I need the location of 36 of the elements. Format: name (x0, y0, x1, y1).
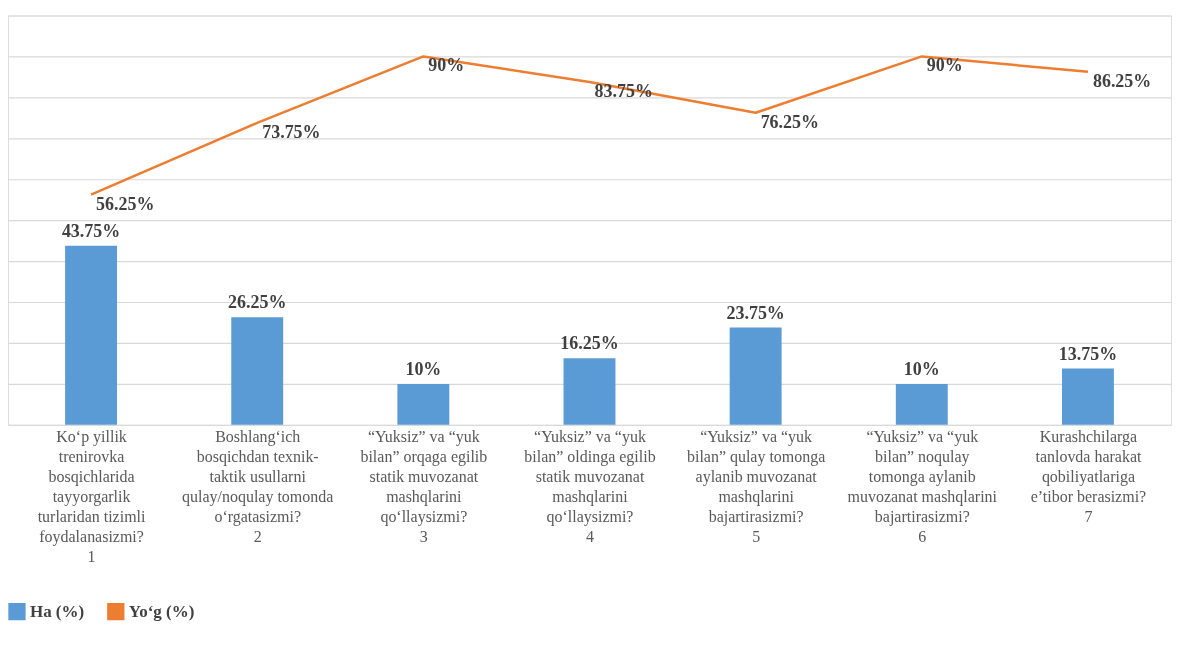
text: 6 (918, 528, 927, 546)
data-label: 43.75% (61, 220, 121, 241)
data-label: 23.75% (726, 302, 785, 323)
bar (65, 245, 118, 425)
data-label: 13.75% (1058, 343, 1118, 364)
data-label: 16.25% (560, 333, 619, 354)
data-label: 26.25% (228, 292, 287, 313)
data-label: 73.75% (262, 121, 321, 142)
bar (895, 383, 948, 425)
bar (563, 358, 616, 425)
bar (1061, 368, 1114, 425)
text: 2 (253, 528, 262, 546)
bar (397, 383, 450, 425)
x-tick-label: “Yuksiz” va “yuk bilan” noqulay tomonga aylanib muvozanat mashqlarini bajartirasizmi? (847, 428, 998, 527)
data-label: 90% (428, 55, 465, 76)
text: 7 (1084, 508, 1093, 526)
text: 4 (586, 528, 595, 546)
x-tick-label: “Yuksiz” va “yuk bilan” orqaga egilib statik muvozanat mashqlarini qo‘llaysizmi? (360, 428, 488, 527)
x-tick-label: “Yuksiz” va “yuk bilan” qulay tomonga aylanib muvozanat mashqlarini bajartirasizmi? (686, 428, 826, 527)
data-label: 76.25% (760, 111, 819, 132)
text: 3 (419, 528, 428, 546)
x-tick-label: Ko‘p yillik trenirovka bosqichlarida tayyorgarlik turlaridan tizimli foydalanasizmi? (37, 428, 146, 547)
x-tick-label: Kurashchilarga tanlovda harakat qobiliyatlariga e’tibor berasizmi? (1030, 428, 1147, 506)
data-label: 56.25% (96, 193, 155, 214)
data-label: 90% (926, 55, 963, 76)
text: 1 (87, 548, 96, 566)
legend-label: Ha (%) (29, 601, 85, 621)
x-tick-label: “Yuksiz” va “yuk bilan” oldinga egilib statik muvozanat mashqlarini qo‘llaysizmi? (524, 428, 656, 527)
data-label: 10% (405, 358, 442, 379)
data-label: 10% (903, 358, 940, 379)
x-tick-label: Boshlang‘ich bosqichdan texnik-taktik usullarni qulay/noqulay tomonda o‘rgatasizmi? (182, 428, 334, 527)
text: 5 (752, 528, 761, 546)
data-label: 86.25% (1092, 70, 1152, 91)
bar (729, 327, 782, 425)
legend-label: Yo‘g (%) (128, 601, 195, 621)
bar (231, 317, 284, 425)
